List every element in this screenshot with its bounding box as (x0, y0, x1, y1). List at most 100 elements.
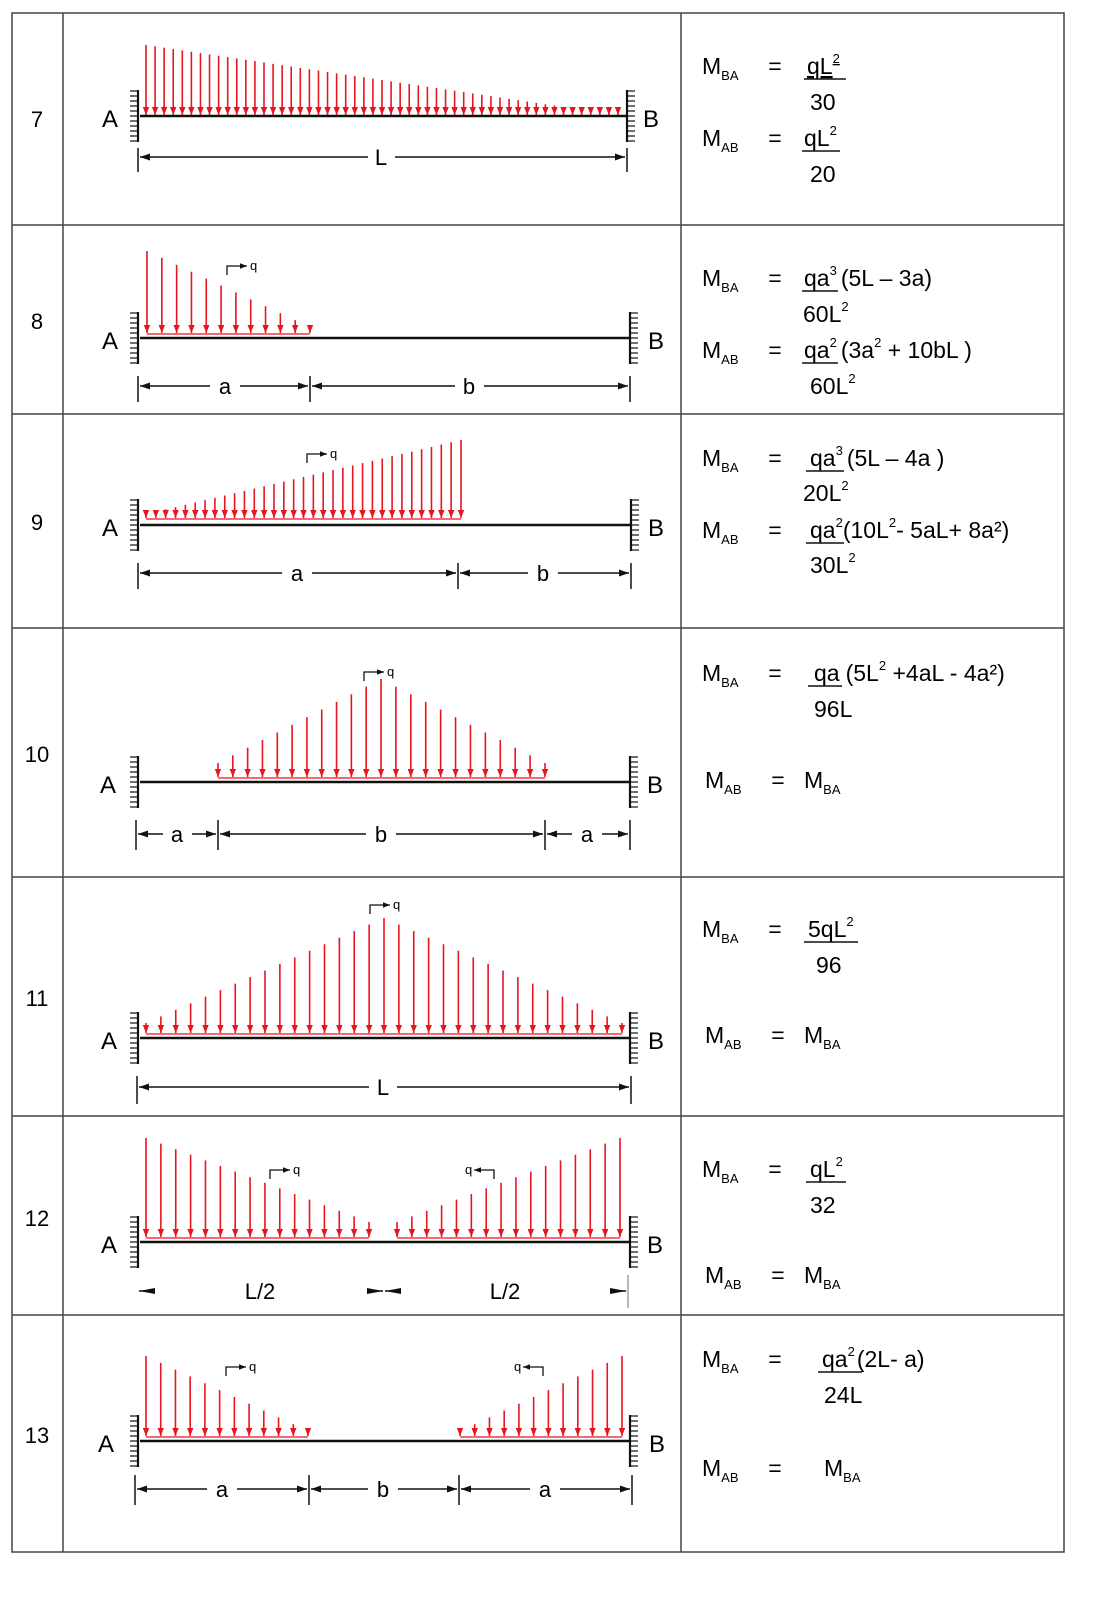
support-label-a: A (101, 1232, 117, 1259)
fixed-support-right (628, 1216, 638, 1268)
support-label-a: A (101, 1028, 117, 1055)
formula-m-ab: MAB = qa2 (3a2 + 10bL ) 60L2 (702, 335, 972, 399)
svg-text:qL2: qL2 (804, 123, 837, 151)
svg-text:=: = (768, 517, 781, 543)
support-label-b: B (647, 772, 663, 799)
dimension-line: a b a (135, 820, 631, 850)
dimension-label: b (463, 374, 475, 399)
case-number: 11 (26, 986, 49, 1011)
dimension-label: L (377, 1075, 389, 1100)
svg-text:MBA: MBA (702, 1346, 739, 1376)
support-label-b: B (648, 328, 664, 355)
svg-text:MBA: MBA (702, 660, 739, 690)
dimension-line: L (137, 145, 628, 172)
fixed-support-right (628, 1012, 638, 1064)
dimension-label: L (375, 145, 387, 170)
svg-text:qL2: qL2 (807, 51, 840, 79)
support-label-b: B (647, 1232, 663, 1259)
dimension-label: a (581, 822, 594, 847)
fixed-support-left (130, 90, 140, 142)
fixed-support-right (628, 756, 638, 808)
load-arrows (142, 440, 465, 520)
svg-text:MBA: MBA (804, 1022, 841, 1052)
formula-m-ab: MAB = MBA (705, 1022, 841, 1052)
svg-text:=: = (768, 916, 781, 942)
svg-text:60L2: 60L2 (803, 299, 849, 327)
load-intensity-marker: q (226, 258, 257, 275)
case-row-8: 8 A B q a b MBA = qa3 (5L – 3a) 60L2 (31, 251, 972, 402)
support-label-b: B (648, 1028, 664, 1055)
svg-text:MBA: MBA (702, 445, 739, 475)
svg-text:=: = (771, 1262, 784, 1288)
formula-m-ab: MAB = MBA (705, 1262, 841, 1292)
load-intensity-marker: q (306, 446, 337, 463)
table-grid (11, 12, 1065, 1553)
load-intensity-marker: q (363, 664, 394, 681)
load-intensity-marker: q (269, 1162, 300, 1179)
svg-text:q: q (393, 897, 400, 912)
load-arrows (142, 1356, 312, 1438)
formula-m-ba: MBA = qa3 (5L – 3a) 60L2 (702, 263, 932, 327)
svg-text:=: = (768, 265, 781, 291)
support-label-a: A (102, 106, 118, 133)
svg-text:5qL2: 5qL2 (808, 914, 854, 942)
dimension-line: a b a (134, 1475, 633, 1505)
svg-text:qa3(5L – 4a ): qa3 (5L – 4a ) (810, 443, 944, 471)
support-label-b: B (649, 1431, 665, 1458)
svg-text:MAB: MAB (705, 767, 742, 797)
svg-text:=: = (768, 660, 781, 686)
dimension-label: b (377, 1477, 389, 1502)
case-row-10: 10 A B q a b a MBA = qa (5L2 (25, 658, 1005, 850)
dimension-label: a (171, 822, 184, 847)
svg-text:=: = (768, 337, 781, 363)
dimension-label: a (216, 1477, 229, 1502)
case-row-12: 12 A B q q L/2 L/2 MBA (25, 1138, 846, 1308)
support-label-a: A (102, 328, 118, 355)
dimension-line: a b (137, 374, 631, 402)
case-row-13: 13 A B q q a b a (25, 1344, 925, 1505)
formula-m-ba: MBA = qa2(2L- a) 24L (702, 1344, 925, 1408)
case-row-9: 9 A B q a b MBA = qa3 (5L – 4a ) 20L2 (31, 440, 1009, 589)
support-label-a: A (102, 515, 118, 542)
svg-text:q: q (387, 664, 394, 679)
svg-text:q: q (330, 446, 337, 461)
fixed-support-right (625, 90, 635, 142)
formula-m-ab: MAB = qa2(10L2- 5aL+ 8a²) 30L2 (702, 515, 1009, 578)
svg-text:=: = (768, 1346, 781, 1372)
load-arrows (142, 45, 622, 117)
formula-m-ab: MAB = MBA (705, 767, 841, 797)
case-number: 9 (31, 510, 43, 535)
svg-text:20: 20 (810, 161, 836, 187)
svg-text:=: = (768, 125, 781, 151)
dimension-label: a (291, 561, 304, 586)
svg-text:32: 32 (810, 1192, 836, 1218)
formula-m-ba: MBA = qa (5L2 +4aL - 4a²) 96L (702, 658, 1005, 722)
svg-text:qL2: qL2 (810, 1154, 843, 1182)
svg-text:60L2: 60L2 (810, 371, 856, 399)
dimension-label: L/2 (245, 1279, 276, 1304)
svg-text:q: q (249, 1359, 256, 1374)
load-arrows (456, 1356, 626, 1438)
fixed-support-right (628, 1415, 638, 1467)
svg-text:MBA: MBA (702, 265, 739, 295)
svg-text:qa2(2L- a): qa2(2L- a) (822, 1344, 925, 1372)
fixed-support-left (130, 499, 140, 551)
case-number: 13 (25, 1423, 49, 1448)
fixed-support-left (130, 756, 140, 808)
dimension-label: b (537, 561, 549, 586)
svg-text:q: q (293, 1162, 300, 1177)
svg-text:=: = (771, 767, 784, 793)
svg-text:MBA: MBA (804, 767, 841, 797)
dimension-label: a (219, 374, 232, 399)
svg-text:q: q (250, 258, 257, 273)
case-number: 10 (25, 742, 49, 767)
dimension-line: L/2 L/2 (139, 1275, 629, 1308)
case-number: 12 (25, 1206, 49, 1231)
support-label-a: A (98, 1431, 114, 1458)
svg-text:30: 30 (810, 89, 836, 115)
svg-text:96L: 96L (814, 696, 853, 722)
fixed-support-left (130, 312, 140, 364)
formula-m-ba: MBA = qa3 (5L – 4a ) 20L2 (702, 443, 944, 506)
svg-text:MBA: MBA (702, 916, 739, 946)
svg-text:=: = (768, 53, 781, 79)
